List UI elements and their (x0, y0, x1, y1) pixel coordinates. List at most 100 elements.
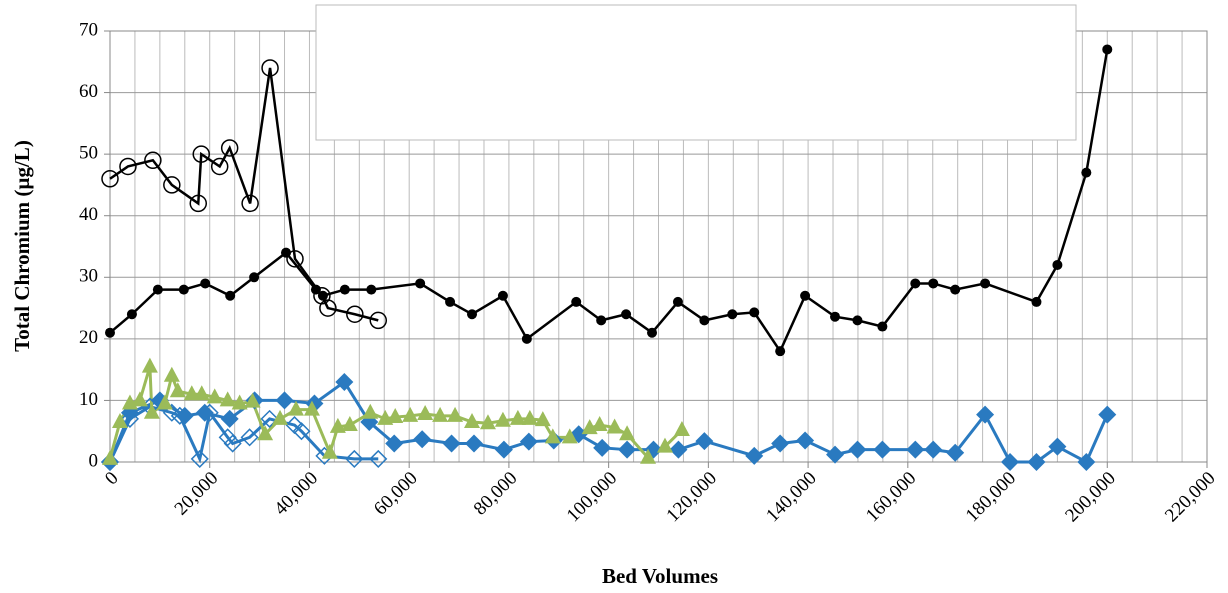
point (445, 296, 456, 307)
point (928, 278, 939, 289)
point (727, 309, 738, 320)
point (369, 311, 388, 330)
point (329, 417, 346, 433)
point (231, 394, 248, 410)
point (257, 425, 274, 441)
point (924, 440, 943, 459)
point (946, 443, 965, 462)
point (606, 418, 623, 434)
point (272, 409, 289, 425)
point (596, 315, 607, 326)
point (223, 434, 242, 453)
x-tick-label: 180,000 (962, 468, 1021, 527)
x-tick-label: 20,000 (171, 468, 223, 520)
point (432, 406, 449, 422)
point (1027, 453, 1046, 471)
point (169, 382, 186, 398)
point (339, 284, 350, 295)
point (362, 403, 379, 419)
point (521, 409, 538, 425)
x-tick-label: 0 (101, 468, 123, 490)
point (571, 296, 582, 307)
point (618, 440, 637, 459)
point (206, 388, 223, 404)
point (210, 157, 229, 176)
point (852, 315, 863, 326)
point (345, 449, 364, 468)
point (346, 305, 364, 323)
point (100, 452, 120, 472)
y-tick-label: 30 (79, 266, 98, 287)
point (830, 311, 841, 322)
point (699, 315, 710, 326)
point (218, 428, 237, 447)
series-line (108, 404, 379, 464)
point (286, 250, 304, 268)
point (906, 440, 925, 459)
point (292, 422, 311, 441)
x-tick-label: 80,000 (470, 468, 522, 520)
point (591, 416, 608, 432)
point (152, 284, 163, 295)
point (873, 440, 892, 459)
point (673, 420, 690, 436)
series-line (109, 67, 379, 322)
point (141, 357, 158, 373)
point (669, 440, 688, 459)
point (479, 414, 496, 430)
point (321, 443, 338, 459)
point (275, 391, 294, 410)
point (225, 290, 236, 301)
point (848, 440, 867, 459)
point (1052, 259, 1063, 270)
point (131, 391, 148, 407)
point (287, 400, 304, 416)
point (402, 406, 419, 422)
point (749, 307, 760, 318)
point (317, 290, 328, 301)
y-tick-label: 0 (89, 450, 99, 471)
point (178, 284, 189, 295)
point (1031, 296, 1042, 307)
point (561, 428, 578, 444)
point (619, 425, 636, 441)
point (796, 431, 815, 450)
point (534, 411, 551, 427)
y-axis-title: Total Chromium (µg/L) (10, 140, 34, 352)
point (244, 392, 261, 408)
point (1081, 167, 1092, 178)
point (303, 400, 320, 416)
y-tick-label: 40 (79, 204, 98, 225)
point (102, 449, 118, 465)
point (366, 284, 377, 295)
point (1001, 453, 1020, 471)
x-tick-label: 60,000 (370, 468, 422, 520)
point (745, 446, 764, 465)
point (509, 409, 526, 425)
point (170, 406, 189, 425)
point (385, 434, 404, 453)
point (413, 430, 432, 449)
point (193, 385, 210, 401)
point (200, 278, 211, 289)
point (195, 403, 214, 422)
point (260, 409, 279, 428)
x-tick-label: 120,000 (662, 468, 721, 527)
point (656, 437, 673, 453)
point (156, 394, 173, 410)
point (775, 346, 786, 357)
point (465, 434, 484, 453)
x-tick-label: 40,000 (270, 468, 322, 520)
point (190, 449, 209, 468)
point (910, 278, 921, 289)
y-tick-label: 20 (79, 327, 98, 348)
y-tick-label: 50 (79, 143, 98, 164)
point (144, 151, 162, 170)
point (447, 406, 464, 422)
point (950, 284, 961, 295)
point (175, 406, 194, 425)
point (163, 366, 180, 382)
point (220, 139, 239, 157)
x-tick-label: 200,000 (1061, 468, 1120, 527)
point (464, 412, 481, 428)
